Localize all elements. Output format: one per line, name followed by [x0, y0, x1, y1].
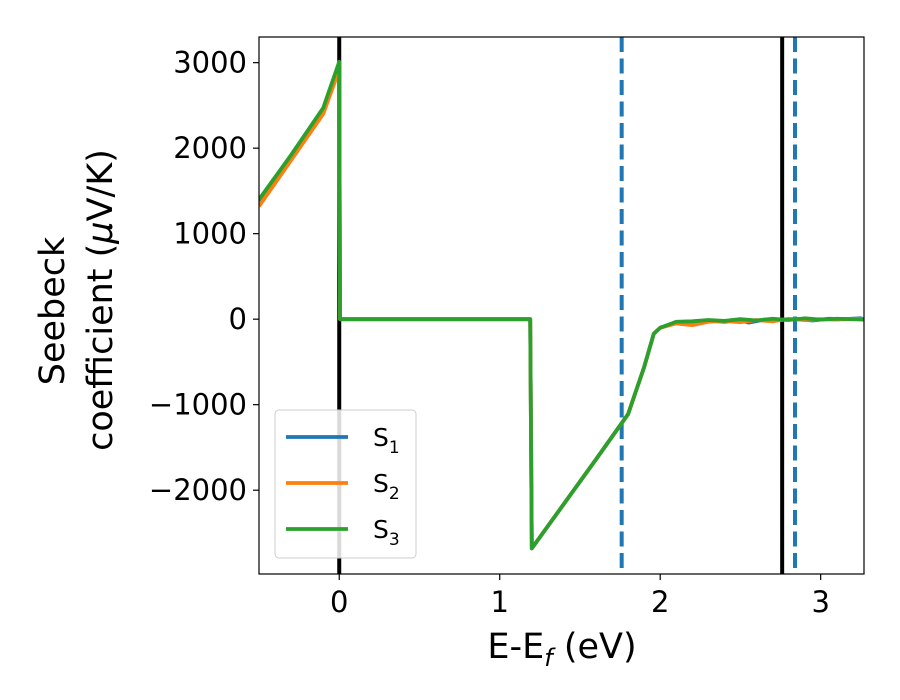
y-tick-label: 1000	[173, 217, 247, 251]
y-tick-label: 3000	[173, 46, 247, 80]
x-tick-label: 2	[651, 585, 669, 619]
legend-entries: S1 S2 S3	[286, 423, 400, 550]
y-tick-label: 0	[229, 302, 247, 336]
x-tick-label: 0	[330, 585, 348, 619]
x-tick-label: 3	[811, 585, 829, 619]
legend-label-s3: S3	[373, 515, 400, 550]
y-tick-label: −2000	[149, 473, 247, 507]
y-axis-title-line-1: Seebeck	[33, 236, 73, 385]
y-tick-label: −1000	[149, 388, 247, 422]
legend: S1 S2 S3	[274, 409, 417, 559]
y-axis-ticks: 3000 2000 1000 0 −1000 −2000	[149, 46, 259, 507]
data-series	[259, 59, 864, 551]
legend-label-s2: S2	[373, 469, 400, 504]
plot-frame	[258, 36, 865, 575]
x-tick-label: 1	[490, 585, 508, 619]
x-axis-ticks: 0 1 2 3	[330, 574, 830, 619]
series-line-s3	[259, 59, 864, 551]
y-axis-title-line-2: coefficient (μV/K)	[81, 149, 121, 451]
x-axis-title: E-Ef (eV)	[487, 627, 636, 672]
mu-symbol: μ	[81, 221, 121, 244]
legend-label-s1: S1	[373, 423, 400, 458]
y-tick-label: 2000	[173, 131, 247, 165]
